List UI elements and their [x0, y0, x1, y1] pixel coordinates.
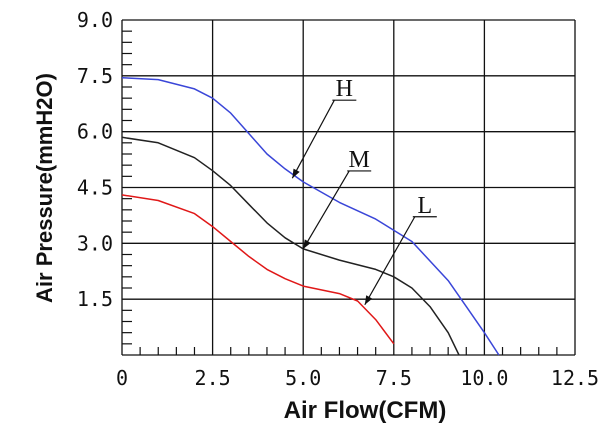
y-tick-label: 3.0 [77, 231, 113, 255]
annotation-label-H: H [336, 76, 353, 102]
x-tick-label: 5.0 [285, 366, 321, 390]
y-tick-labels: 1.5 3.0 4.5 6.0 7.5 9.0 [77, 8, 113, 311]
y-tick-label: 9.0 [77, 8, 113, 32]
series-line-L [121, 194, 395, 345]
minor-ticks [122, 30, 558, 355]
y-axis-title: Air Pressure(mmH2O) [32, 73, 57, 303]
annotation-label-M: M [349, 147, 370, 173]
annotation-leader-H [291, 99, 335, 179]
annotation-leader-L [364, 216, 416, 306]
x-tick-label: 0 [116, 366, 128, 390]
series-line-M [121, 136, 460, 356]
x-tick-label: 7.5 [376, 366, 412, 390]
y-tick-label: 6.0 [77, 120, 113, 144]
annotation-label-L: L [417, 193, 432, 219]
x-tick-labels: 0 2.5 5.0 7.5 10.0 12.5 [116, 366, 599, 390]
x-tick-label: 10.0 [460, 366, 508, 390]
annotation-arrow-L [364, 295, 373, 305]
x-tick-label: 2.5 [195, 366, 231, 390]
series-layer [121, 76, 500, 356]
y-tick-label: 4.5 [77, 176, 113, 200]
annotation-leader-M [302, 170, 350, 250]
y-tick-label: 7.5 [77, 64, 113, 88]
series-line-H [121, 76, 500, 356]
grid [121, 19, 576, 356]
annotation-arrow-H [292, 168, 300, 179]
x-axis-title: Air Flow(CFM) [284, 397, 447, 424]
annotation-arrow-M [303, 239, 311, 249]
x-tick-label: 12.5 [551, 366, 599, 390]
y-tick-label: 1.5 [77, 287, 113, 311]
annotation-layer: H M L [291, 76, 437, 306]
